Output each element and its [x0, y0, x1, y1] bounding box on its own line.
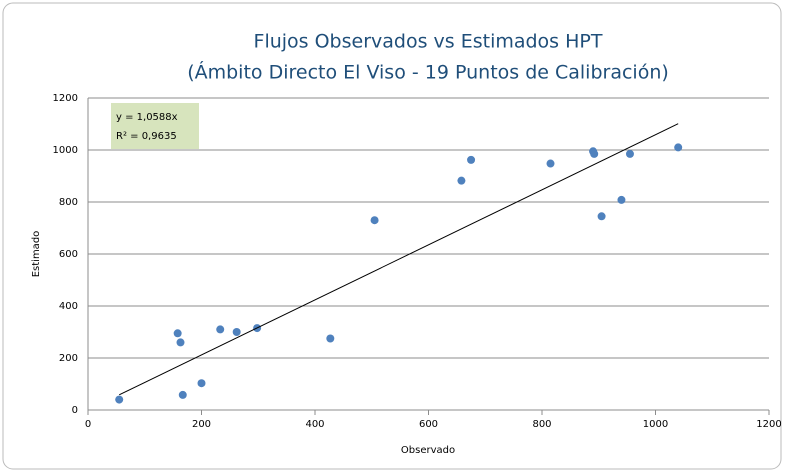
- point: [178, 390, 187, 399]
- point: [115, 395, 124, 404]
- x-tick-label: 800: [532, 419, 551, 430]
- chart-subtitle: (Ámbito Directo El Viso - 19 Puntos de C…: [187, 61, 669, 84]
- point: [617, 195, 626, 204]
- y-tick-label: 200: [59, 353, 78, 364]
- y-tick-label: 600: [59, 249, 78, 260]
- point: [173, 329, 182, 338]
- x-tick-label: 0: [85, 419, 91, 430]
- point: [232, 328, 241, 336]
- point: [546, 159, 555, 168]
- x-tick-label: 1000: [643, 419, 668, 430]
- chart-title: Flujos Observados vs Estimados HPT: [254, 31, 603, 53]
- trendline: [118, 123, 679, 396]
- point: [457, 176, 466, 185]
- x-axis-title: Observado: [401, 445, 455, 456]
- y-tick-label: 0: [72, 405, 78, 416]
- point: [467, 155, 476, 164]
- point: [674, 143, 683, 152]
- x-tick-label: 1200: [756, 419, 781, 430]
- point: [326, 334, 335, 343]
- point: [197, 379, 206, 388]
- y-tick-label: 1200: [53, 93, 78, 104]
- y-axis-title: Estimado: [31, 231, 42, 278]
- point: [176, 338, 185, 347]
- point: [216, 325, 225, 334]
- y-tick-label: 800: [59, 197, 78, 208]
- point: [625, 149, 634, 158]
- x-tick-label: 200: [192, 419, 211, 430]
- x-tick-label: 600: [419, 419, 438, 430]
- point: [590, 149, 599, 158]
- point: [597, 212, 606, 221]
- y-tick-label: 400: [59, 301, 78, 312]
- y-tick-label: 1000: [53, 145, 78, 156]
- equation: y = 1,0588x: [116, 112, 178, 123]
- r-squared: R² = 0,9635: [116, 131, 177, 142]
- point: [370, 216, 379, 225]
- x-tick-label: 400: [305, 419, 324, 430]
- equation-box: [111, 103, 199, 149]
